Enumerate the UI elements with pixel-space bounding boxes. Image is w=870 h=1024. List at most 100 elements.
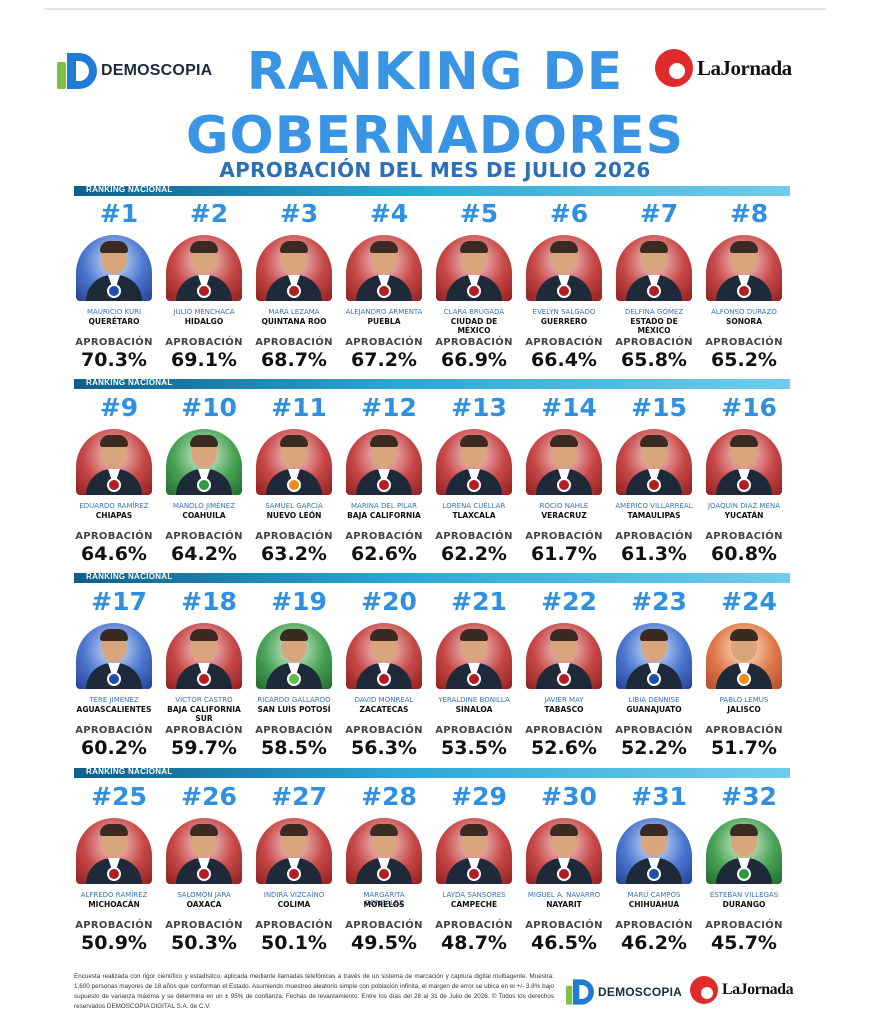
governor-card: #15 AMÉRICO VILLARREAL TAMAULIPAS APROBACIÓ… [614,392,704,570]
party-badge-icon [557,284,571,298]
governor-name: PABLO LEMUS [719,696,769,704]
person-head [640,435,668,468]
governor-name: VÍCTOR CASTRO [175,696,233,704]
governor-state: SONORA [725,317,762,326]
governor-name: MANOLO JIMÉNEZ [172,502,235,510]
governor-name: MARU CAMPOS [627,891,681,899]
governor-state: HIDALGO [184,317,224,326]
governor-card: #13 LORENA CUÉLLAR TLAXCALA APROBACIÓN 62.2% [434,392,524,570]
approval-label: APROBACIÓN [615,920,693,931]
party-badge-icon [377,284,391,298]
governor-card: #18 VÍCTOR CASTRO BAJA CALIFORNIA SUR APROB… [164,586,254,764]
party-badge-icon [287,284,301,298]
demoscopia-logo: DEMOSCOPIA [57,52,237,90]
rank-number: #24 [721,587,777,616]
governor-state: MORELOS [363,900,405,909]
party-badge-icon [647,478,661,492]
approval-label: APROBACIÓN [525,531,603,542]
governor-photo [436,235,512,301]
governor-photo [166,235,242,301]
governor-card: #1 MAURICIO KURI QUERÉTARO APROBACIÓN 70.3% [74,198,164,376]
approval-value: 50.9% [81,932,147,954]
person-head [730,824,758,857]
approval-label: APROBACIÓN [75,337,153,348]
party-badge-icon [557,478,571,492]
person-head [280,435,308,468]
approval-value: 61.3% [621,543,687,565]
person-head [460,241,488,274]
governor-photo [706,429,782,495]
rank-number: #25 [91,782,147,811]
rank-number: #2 [189,199,229,228]
approval-label: APROBACIÓN [165,337,243,348]
person-head [640,241,668,274]
rank-number: #30 [541,782,597,811]
governor-state: QUINTANA ROO [261,317,327,326]
governor-state: TLAXCALA [452,511,496,520]
party-badge-icon [197,867,211,881]
governor-name: SALOMÓN JARA [177,891,231,899]
governor-photo [166,623,242,689]
governor-state: BAJA CALIFORNIA [347,511,421,520]
approval-value: 48.7% [441,932,507,954]
person-head [460,824,488,857]
governor-card: #23 LIBIA DENNISE GUANAJUATO APROBACIÓN 52.2… [614,586,704,764]
approval-label: APROBACIÓN [525,725,603,736]
governor-state: MICHOACÁN [88,900,140,909]
governor-card: #4 ALEJANDRO ARMENTA PUEBLA APROBACIÓN 67.2% [344,198,434,376]
governor-card: #5 CLARA BRUGADA CIUDAD DE MÉXICO APROBACIÓ… [434,198,524,376]
person-head [190,629,218,662]
rank-number: #22 [541,587,597,616]
party-badge-icon [107,284,121,298]
governor-name: LORENA CUÉLLAR [442,502,506,510]
party-badge-icon [467,478,481,492]
demoscopia-logo-text: DEMOSCOPIA [101,62,213,79]
rank-number: #5 [459,199,499,228]
rank-number: #13 [451,393,507,422]
governor-state: QUERÉTARO [88,317,140,326]
governor-name: SAMUEL GARCÍA [265,502,323,510]
governor-photo [616,235,692,301]
approval-value: 63.2% [261,543,327,565]
approval-value: 65.8% [621,349,687,371]
person-head [190,824,218,857]
approval-label: APROBACIÓN [435,337,513,348]
party-badge-icon [107,478,121,492]
governor-state: SAN LUIS POTOSÍ [257,705,331,714]
approval-value: 68.7% [261,349,327,371]
governor-photo [616,429,692,495]
party-badge-icon [737,284,751,298]
party-badge-icon [737,867,751,881]
governor-state: CHIHUAHUA [628,900,680,909]
rank-number: #27 [271,782,327,811]
person-head [280,241,308,274]
approval-label: APROBACIÓN [165,531,243,542]
rank-number: #12 [361,393,417,422]
party-badge-icon [467,672,481,686]
approval-label: APROBACIÓN [75,920,153,931]
footer-lajornada-logo: LaJornada [690,976,794,1004]
governor-card: #8 ALFONSO DURAZO SONORA APROBACIÓN 65.2% [704,198,794,376]
governor-card: #11 SAMUEL GARCÍA NUEVO LEÓN APROBACIÓN 63.2… [254,392,344,570]
governor-name: MARA LEZAMA [268,308,320,316]
rank-number: #28 [361,782,417,811]
governor-photo [706,818,782,884]
governor-name: ALEJANDRO ARMENTA [345,308,423,316]
approval-value: 60.2% [81,737,147,759]
governor-name: LIBIA DENNISE [628,696,680,704]
rank-number: #4 [369,199,409,228]
person-head [550,435,578,468]
party-badge-icon [467,284,481,298]
person-head [280,824,308,857]
governor-card: #28 MARGARITA GONZÁLEZ MORELOS APROBACIÓN 49… [344,781,434,959]
approval-label: APROBACIÓN [615,725,693,736]
lajornada-logo: LaJornada [655,46,815,90]
governor-name: DAVID MONREAL [354,696,414,704]
approval-value: 66.4% [531,349,597,371]
person-head [550,241,578,274]
governor-photo [256,818,332,884]
approval-value: 52.6% [531,737,597,759]
approval-value: 62.2% [441,543,507,565]
party-badge-icon [107,867,121,881]
party-badge-icon [377,672,391,686]
